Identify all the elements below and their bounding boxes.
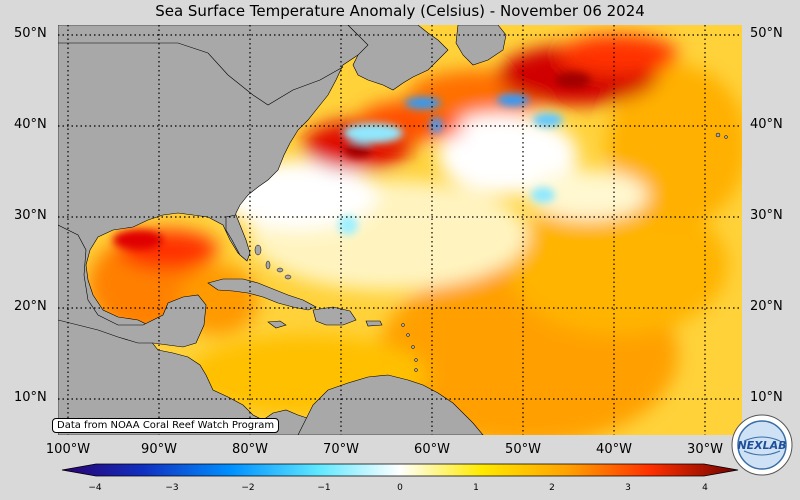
mexico-land [58,224,207,348]
colorbar-tick-minus3: −3 [165,483,179,493]
colorbar-tick-1: 1 [473,483,479,493]
south-america-land [297,374,484,435]
cuba-land [207,278,317,311]
sst-anomaly-map [58,25,742,435]
lon-label-30w: 30°W [687,442,723,457]
jamaica-land [267,320,287,329]
logo-text: NEXLAB [737,439,786,452]
lat-label-left-20n: 20°N [14,299,47,314]
lat-label-right-50n: 50°N [750,26,783,41]
lat-label-left-30n: 30°N [14,208,47,223]
map-title: Sea Surface Temperature Anomaly (Celsius… [155,2,645,20]
colorbar [61,463,739,477]
bahamas-islands [254,244,292,280]
lon-label-80w: 80°W [232,442,268,457]
lesser-antilles-islands [401,323,418,372]
hispaniola-land [312,306,357,326]
lat-label-right-30n: 30°N [750,208,783,223]
colorbar-tick-minus1: −1 [317,483,331,493]
lat-label-right-10n: 10°N [750,390,783,405]
data-attribution: Data from NOAA Coral Reef Watch Program [52,418,280,433]
lon-label-90w: 90°W [141,442,177,457]
colorbar-tick-minus4: −4 [88,483,102,493]
graticule [58,25,742,435]
maritimes-land [347,25,449,91]
colorbar-tick-minus2: −2 [241,483,255,493]
azores-islands [715,132,728,139]
lat-label-right-20n: 20°N [750,299,783,314]
nexlab-globe-logo: NEXLAB [731,414,793,476]
lat-label-left-50n: 50°N [14,26,47,41]
colorbar-tick-0: 0 [397,483,403,493]
lat-label-left-40n: 40°N [14,117,47,132]
colorbar-tick-4: 4 [702,483,708,493]
florida-land [225,214,251,262]
us-canada-border [58,42,344,106]
lon-label-100w: 100°W [45,442,91,457]
anomaly-field [58,35,742,435]
colorbar-tick-2: 2 [549,483,555,493]
lon-label-40w: 40°W [596,442,632,457]
puerto-rico-land [365,320,383,327]
lon-label-70w: 70°W [323,442,359,457]
lon-label-50w: 50°W [505,442,541,457]
lon-label-60w: 60°W [414,442,450,457]
colorbar-tick-3: 3 [625,483,631,493]
lat-label-right-40n: 40°N [750,117,783,132]
lat-label-left-10n: 10°N [14,390,47,405]
